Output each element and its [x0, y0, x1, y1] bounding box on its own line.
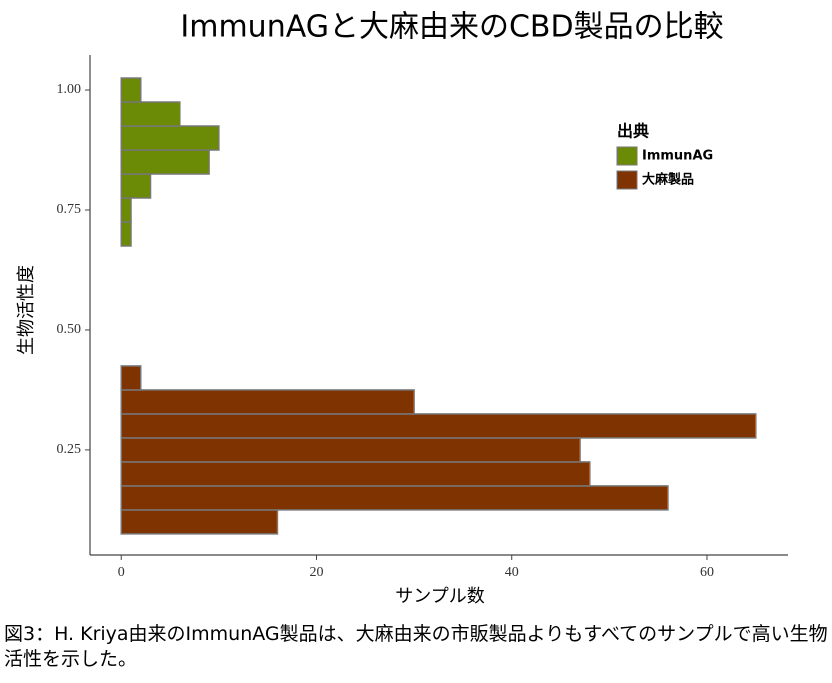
chart: ImmunAGと大麻由来のCBD製品の比較 サンプル数 生物活性度 出典 0.2…	[16, 10, 788, 607]
bar	[120, 101, 181, 127]
legend-swatch	[616, 146, 638, 166]
bar	[120, 437, 581, 463]
bar	[120, 173, 152, 199]
bar	[120, 485, 669, 511]
y-tick-label: 0.50	[57, 322, 82, 337]
chart-title: ImmunAGと大麻由来のCBD製品の比較	[180, 10, 723, 45]
bar	[120, 461, 591, 487]
caption: 図3：H. Kriya由来のImmunAG製品は、大麻由来の市販製品よりもすべて…	[4, 623, 828, 670]
bar	[120, 221, 132, 247]
bar	[120, 365, 142, 391]
x-tick-label: 40	[505, 565, 519, 580]
x-tick-label: 0	[118, 565, 125, 580]
bar	[120, 413, 757, 439]
bar	[120, 149, 210, 175]
legend-label: ImmunAG	[642, 149, 713, 164]
bar	[120, 77, 142, 103]
legend-label: 大麻製品	[642, 172, 694, 188]
bar	[120, 197, 132, 223]
bar	[120, 389, 415, 415]
y-axis-label: 生物活性度	[16, 265, 37, 355]
bar	[120, 509, 279, 535]
x-tick-label: 20	[309, 565, 323, 580]
x-tick-label: 60	[700, 565, 714, 580]
y-tick-label: 0.25	[57, 442, 82, 457]
y-tick-label: 1.00	[57, 82, 82, 97]
x-axis-label: サンプル数	[395, 586, 484, 607]
y-tick-label: 0.75	[57, 202, 82, 217]
legend-swatch	[616, 170, 638, 190]
legend-title: 出典	[617, 122, 649, 141]
bar	[120, 125, 220, 151]
